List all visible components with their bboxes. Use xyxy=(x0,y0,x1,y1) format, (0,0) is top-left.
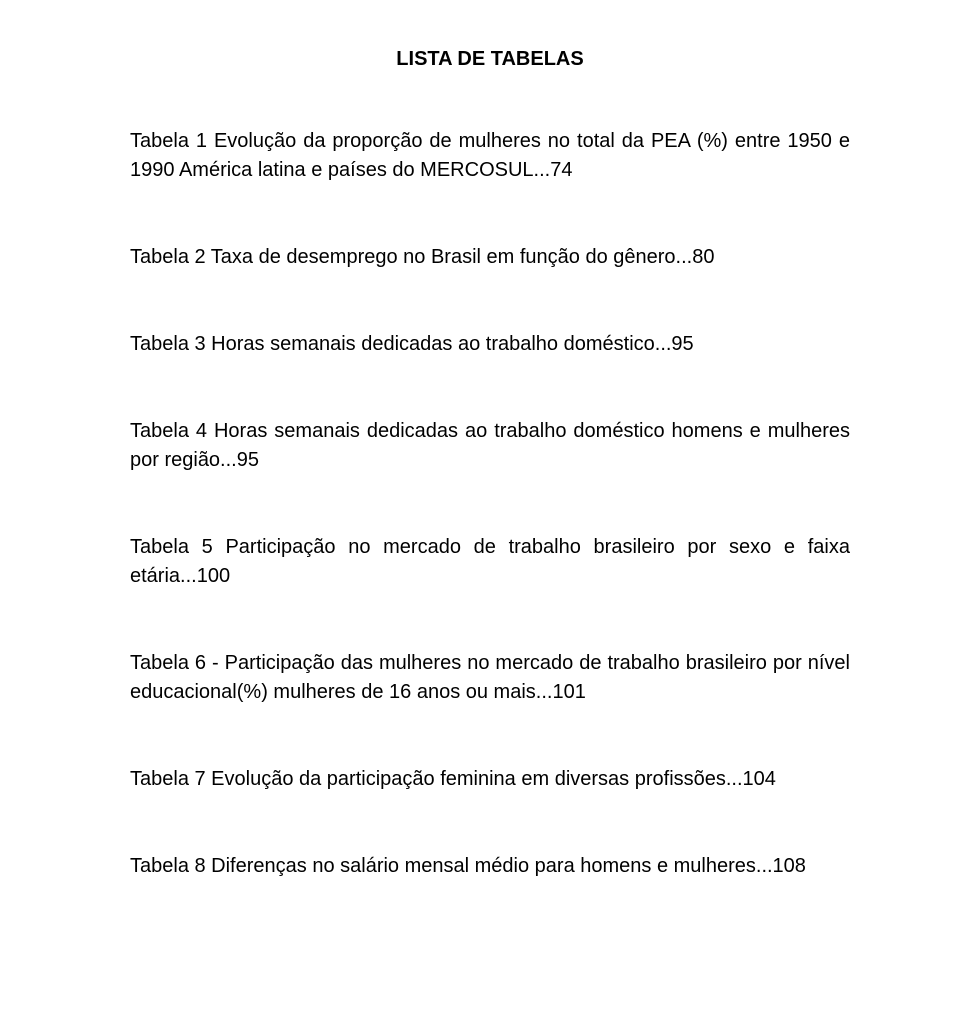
toc-entry: Tabela 7 Evolução da participação femini… xyxy=(130,765,850,794)
toc-entry: Tabela 5 Participação no mercado de trab… xyxy=(130,533,850,591)
toc-entry: Tabela 8 Diferenças no salário mensal mé… xyxy=(130,852,850,881)
toc-entry: Tabela 1 Evolução da proporção de mulher… xyxy=(130,127,850,185)
toc-entry: Tabela 2 Taxa de desemprego no Brasil em… xyxy=(130,243,850,272)
toc-entry: Tabela 6 - Participação das mulheres no … xyxy=(130,649,850,707)
page-title: LISTA DE TABELAS xyxy=(130,48,850,71)
toc-entry: Tabela 4 Horas semanais dedicadas ao tra… xyxy=(130,417,850,475)
toc-entry: Tabela 3 Horas semanais dedicadas ao tra… xyxy=(130,330,850,359)
